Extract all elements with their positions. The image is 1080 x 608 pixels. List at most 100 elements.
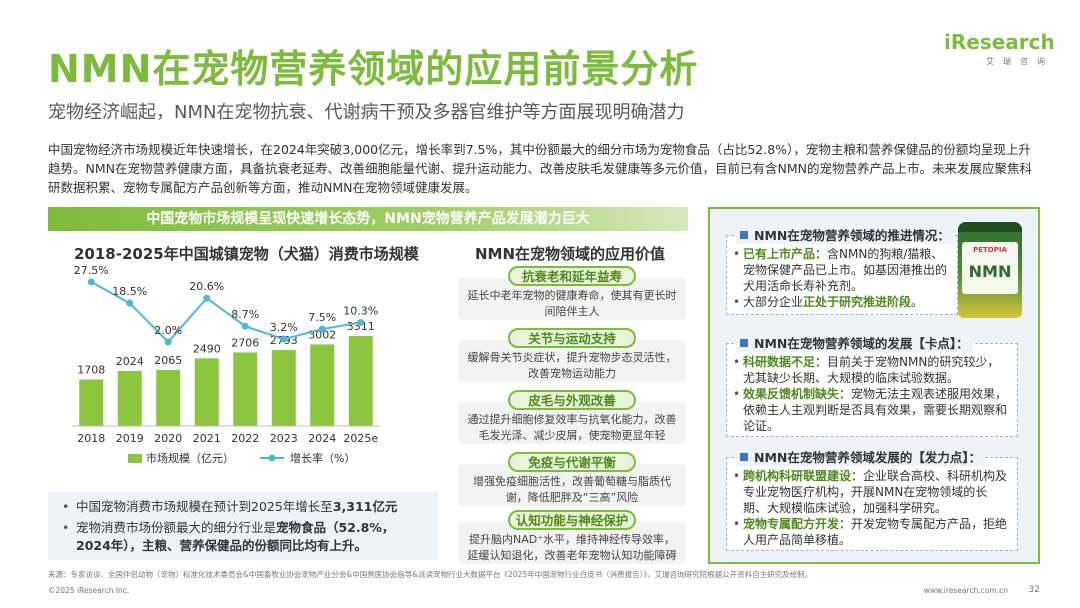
legend-bar-label: 市场规模（亿元） <box>146 451 234 465</box>
x-tick-label: 2022 <box>231 432 259 445</box>
bottleneck-item: 科研数据不足：目前关于宠物NMN的研究较少，尤其缺少长期、大规模的临床试验数据。 <box>733 354 1011 386</box>
logo-text: iResearch <box>944 30 1055 54</box>
growth-rate-line <box>90 281 361 344</box>
driver-heading: NMN在宠物营养领域发展的【发力点】： <box>736 447 986 466</box>
legend-line-label: 增长率（%） <box>290 451 355 465</box>
iresearch-logo: iResearch 艾瑞咨询 <box>944 30 1055 67</box>
bullet-bold: 宠物食品（52.8%，2024年），主粮、营养保健品的份额同比均有上升。 <box>76 520 395 553</box>
application-item: 抗衰老和延年益寿 延长中老年宠物的健康寿命，使其有更长时间陪伴主人 <box>458 266 686 320</box>
growth-rate-label: 2.0% <box>154 324 182 337</box>
growth-rate-label: 27.5% <box>74 264 109 277</box>
item-text: 大部分企业 <box>743 295 804 309</box>
application-item: 关节与运动支持 缓解骨关节炎症状，提升宠物步态灵活性，改善宠物运动能力 <box>458 328 686 382</box>
growth-rate-label: 10.3% <box>343 304 378 317</box>
bar-2024 <box>310 344 335 426</box>
growth-rate-label: 8.7% <box>231 308 259 321</box>
chart-title: 2018-2025年中国城镇宠物（犬猫）消费市场规模 <box>74 245 419 263</box>
bar-2025e <box>348 336 373 426</box>
bar-2020 <box>156 369 181 426</box>
bar-value-label: 2065 <box>154 354 182 367</box>
growth-rate-point <box>241 322 249 330</box>
x-tick-label: 2020 <box>154 432 182 445</box>
application-item: 免疫与代谢平衡 增强免疫细胞活性，改善葡萄糖与脂质代谢，降低肥胖及“三高”风险 <box>458 452 686 506</box>
application-item: 认知功能与神经保护 提升脑内NAD⁺水平，维持神经传导效率，延缓认知退化，改善老… <box>458 510 686 564</box>
heading-text: NMN在宠物营养领域的推进情况： <box>754 228 950 243</box>
market-size-chart: 1708 2018 2024 2019 2065 2020 2490 2021 2706 2022… <box>72 264 380 465</box>
section-banner: 中国宠物市场规模呈现快速增长态势，NMN宠物营养产品发展潜力巨大 <box>48 207 688 231</box>
growth-rate-label: 18.5% <box>112 285 147 298</box>
bullet-text: 宠物消费市场份额最大的细分行业是 <box>76 520 277 535</box>
page-title: NMN在宠物营养领域的应用前景分析 <box>48 47 699 91</box>
growth-rate-point <box>357 318 365 326</box>
growth-rate-point <box>87 278 95 286</box>
x-tick-label: 2023 <box>270 432 298 445</box>
growth-rate-point <box>318 325 326 333</box>
page-subtitle: 宠物经济崛起，NMN在宠物抗衰、代谢病干预及多器官维护等方面展现明确潜力 <box>48 102 685 123</box>
bullet-bold: 3,311亿元 <box>332 499 398 514</box>
bottleneck-item: 效果反馈机制缺失：宠物无法主观表述服用效果，依赖主人主观判断是否具有效果，需要长… <box>733 386 1011 434</box>
intro-paragraph: 中国宠物经济市场规模近年快速增长，在2024年突破3,000亿元，增长率到7.5… <box>48 142 1032 195</box>
legend-bar-swatch <box>128 454 142 463</box>
application-label: 抗衰老和延年益寿 <box>508 266 636 286</box>
growth-rate-point <box>203 294 211 302</box>
driver-box: 跨机构科研联盟建设：企业联合高校、科研机构及专业宠物医疗机构，开展NMN在宠物领… <box>726 457 1018 551</box>
page-number: 32 <box>1028 585 1040 595</box>
item-text: 企业联合高校、科研机构及专业宠物医疗机构，开展NMN在宠物领域的长期、大规模临床… <box>743 469 1008 515</box>
bar-value-label: 2490 <box>193 342 221 355</box>
progress-item: 大部分企业正处于研究推进阶段。 <box>733 294 951 310</box>
legend-line-marker <box>268 454 276 462</box>
item-text: 宠物无法主观表述服用效果，依赖主人主观判断是否具有效果，需要长期观察和论证。 <box>743 387 1008 433</box>
highlight-text: 科研数据不足： <box>743 355 828 369</box>
copyright: ©2025 iResearch Inc. <box>48 586 130 595</box>
highlight-text: 已有上市产品： <box>743 247 828 261</box>
heading-text: NMN在宠物营养领域的发展【卡点】： <box>754 336 969 351</box>
highlight-text: 正处于研究推进阶段 <box>803 295 912 309</box>
bar-value-label: 1708 <box>77 364 105 377</box>
progress-item: 已有上市产品：含NMN的狗粮/猫粮、宠物保健产品已上市。如基因港推出的犬用活命长… <box>733 246 951 294</box>
product-bottle-image: PETOPIA NMN <box>958 222 1022 318</box>
bottle-cap <box>958 222 1022 232</box>
highlight-text: 跨机构科研联盟建设： <box>743 469 864 483</box>
application-label: 免疫与代谢平衡 <box>508 452 636 472</box>
growth-rate-point <box>126 299 134 307</box>
bullet-item: 中国宠物消费市场规模在预计到2025年增长至3,311亿元 <box>58 498 428 516</box>
square-bullet-icon <box>740 453 748 461</box>
bullet-item: 宠物消费市场份额最大的细分行业是宠物食品（52.8%，2024年），主粮、营养保… <box>58 519 428 555</box>
application-desc: 通过提升细胞修复效率与抗氧化能力，改善毛发光泽、减少皮屑，使宠物更显年轻 <box>458 402 686 444</box>
logo-subtext: 艾瑞咨询 <box>986 57 1054 66</box>
source-note: 来源：专家访谈、全国伴侣动物（宠物）标准化技术委员会&中国畜牧业协会宠物产业分会… <box>48 570 813 579</box>
application-label: 皮毛与外观改善 <box>508 390 636 410</box>
progress-heading: NMN在宠物营养领域的推进情况： <box>736 225 954 244</box>
application-label: 关节与运动支持 <box>508 328 636 348</box>
bar-2019 <box>117 370 142 426</box>
bar-2023 <box>271 350 296 426</box>
bar-2021 <box>194 358 219 426</box>
progress-box: 已有上市产品：含NMN的狗粮/猫粮、宠物保健产品已上市。如基因港推出的犬用活命长… <box>726 235 958 315</box>
highlight-text: 宠物专属配方开发： <box>743 517 852 531</box>
driver-item: 跨机构科研联盟建设：企业联合高校、科研机构及专业宠物医疗机构，开展NMN在宠物领… <box>733 468 1011 516</box>
square-bullet-icon <box>740 231 748 239</box>
bar-value-label: 2706 <box>231 336 259 349</box>
driver-item: 宠物专属配方开发：开发宠物专属配方产品，拒绝人用产品简单移植。 <box>733 516 1011 548</box>
x-tick-label: 2021 <box>193 432 221 445</box>
website-link[interactable]: www.iresearch.com.cn <box>923 586 1008 595</box>
growth-rate-point <box>280 335 288 343</box>
bottleneck-heading: NMN在宠物营养领域的发展【卡点】： <box>736 333 973 352</box>
application-label: 认知功能与神经保护 <box>508 510 636 530</box>
bar-2018 <box>79 379 104 426</box>
bottleneck-box: 科研数据不足：目前关于宠物NMN的研究较少，尤其缺少长期、大规模的临床试验数据。… <box>726 343 1018 437</box>
x-tick-label: 2019 <box>116 432 144 445</box>
application-item: 皮毛与外观改善 通过提升细胞修复效率与抗氧化能力，改善毛发光泽、减少皮屑，使宠物… <box>458 390 686 444</box>
bullet-text: 中国宠物消费市场规模在预计到2025年增长至 <box>76 499 333 514</box>
growth-rate-label: 20.6% <box>189 280 224 293</box>
square-bullet-icon <box>740 339 748 347</box>
applications-title: NMN在宠物领域的应用价值 <box>475 245 666 263</box>
heading-text: NMN在宠物营养领域发展的【发力点】： <box>754 450 982 465</box>
item-text: 目前关于宠物NMN的研究较少，尤其缺少长期、大规模的临床试验数据。 <box>743 355 1000 385</box>
growth-rate-label: 3.2% <box>270 321 298 334</box>
bottle-label: PETOPIA NMN <box>962 242 1018 294</box>
growth-rate-label: 7.5% <box>308 311 336 324</box>
x-tick-label: 2024 <box>308 432 336 445</box>
item-text: 含NMN的狗粮/猫粮、宠物保健产品已上市。如基因港推出的犬用活命长寿补充剂。 <box>743 247 948 293</box>
highlight-text: 效果反馈机制缺失： <box>743 387 852 401</box>
